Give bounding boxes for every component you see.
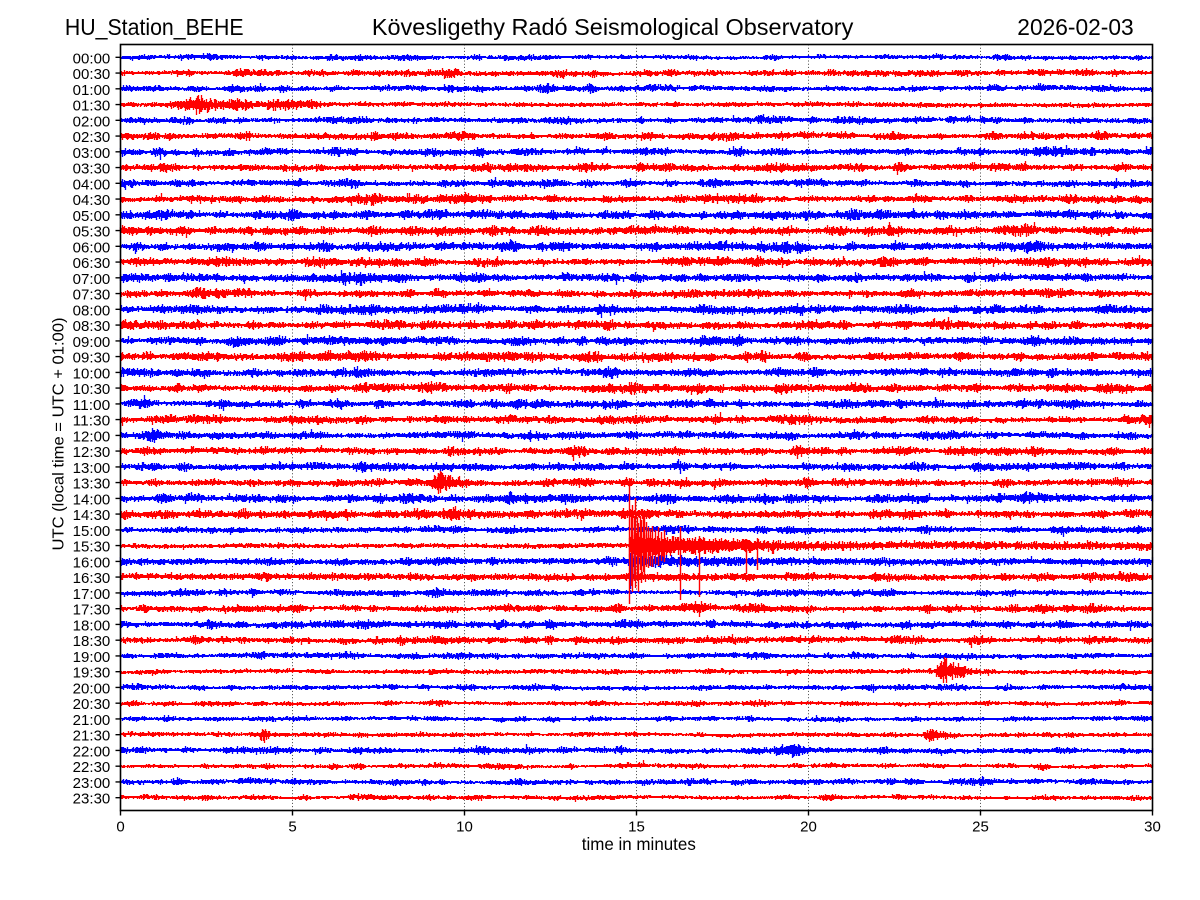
svg-text:23:30: 23:30 [73, 792, 111, 808]
svg-text:18:00: 18:00 [73, 618, 111, 634]
svg-text:20:30: 20:30 [73, 697, 111, 713]
svg-text:15:30: 15:30 [73, 540, 111, 556]
svg-text:02:00: 02:00 [73, 114, 111, 130]
svg-text:18:30: 18:30 [73, 634, 111, 650]
svg-text:10:00: 10:00 [73, 366, 111, 382]
svg-text:12:00: 12:00 [73, 429, 111, 445]
svg-text:14:00: 14:00 [73, 492, 111, 508]
svg-text:01:00: 01:00 [73, 83, 111, 99]
svg-text:20:00: 20:00 [73, 681, 111, 697]
svg-text:21:00: 21:00 [73, 713, 111, 729]
svg-text:07:00: 07:00 [73, 272, 111, 288]
svg-text:08:00: 08:00 [73, 303, 111, 319]
svg-text:2026-02-03: 2026-02-03 [1017, 14, 1133, 40]
svg-text:20: 20 [800, 818, 817, 835]
svg-text:07:30: 07:30 [73, 288, 111, 304]
svg-text:UTC (local time = UTC + 01:00): UTC (local time = UTC + 01:00) [51, 318, 68, 551]
svg-text:25: 25 [972, 818, 989, 835]
svg-text:06:30: 06:30 [73, 256, 111, 272]
svg-text:21:30: 21:30 [73, 729, 111, 745]
svg-text:00:00: 00:00 [73, 51, 111, 67]
svg-text:04:00: 04:00 [73, 177, 111, 193]
svg-text:05:30: 05:30 [73, 225, 111, 241]
svg-text:08:30: 08:30 [73, 319, 111, 335]
svg-text:30: 30 [1144, 818, 1161, 835]
svg-text:17:30: 17:30 [73, 603, 111, 619]
svg-text:12:30: 12:30 [73, 445, 111, 461]
svg-text:5: 5 [288, 818, 296, 835]
svg-text:Kövesligethy Radó Seismologica: Kövesligethy Radó Seismological Observat… [372, 14, 854, 40]
svg-text:HU_Station_BEHE: HU_Station_BEHE [65, 14, 244, 40]
svg-text:15:00: 15:00 [73, 524, 111, 540]
svg-text:00:30: 00:30 [73, 67, 111, 83]
svg-text:16:00: 16:00 [73, 555, 111, 571]
svg-text:14:30: 14:30 [73, 508, 111, 524]
svg-text:15: 15 [628, 818, 645, 835]
svg-text:11:30: 11:30 [73, 414, 111, 430]
svg-text:02:30: 02:30 [73, 130, 111, 146]
svg-text:16:30: 16:30 [73, 571, 111, 587]
svg-text:10: 10 [456, 818, 473, 835]
svg-text:19:00: 19:00 [73, 650, 111, 666]
svg-text:11:00: 11:00 [73, 398, 111, 414]
svg-text:04:30: 04:30 [73, 193, 111, 209]
svg-text:03:00: 03:00 [73, 146, 111, 162]
svg-text:22:30: 22:30 [73, 760, 111, 776]
svg-text:23:00: 23:00 [73, 776, 111, 792]
svg-text:22:00: 22:00 [73, 744, 111, 760]
svg-text:19:30: 19:30 [73, 666, 111, 682]
svg-text:0: 0 [116, 818, 124, 835]
svg-text:time in minutes: time in minutes [582, 834, 696, 854]
svg-text:01:30: 01:30 [73, 99, 111, 115]
svg-text:09:30: 09:30 [73, 351, 111, 367]
svg-text:10:30: 10:30 [73, 382, 111, 398]
svg-text:05:00: 05:00 [73, 209, 111, 225]
svg-text:13:30: 13:30 [73, 477, 111, 493]
svg-text:09:00: 09:00 [73, 335, 111, 351]
svg-text:03:30: 03:30 [73, 162, 111, 178]
svg-text:13:00: 13:00 [73, 461, 111, 477]
svg-text:17:00: 17:00 [73, 587, 111, 603]
svg-text:06:00: 06:00 [73, 240, 111, 256]
